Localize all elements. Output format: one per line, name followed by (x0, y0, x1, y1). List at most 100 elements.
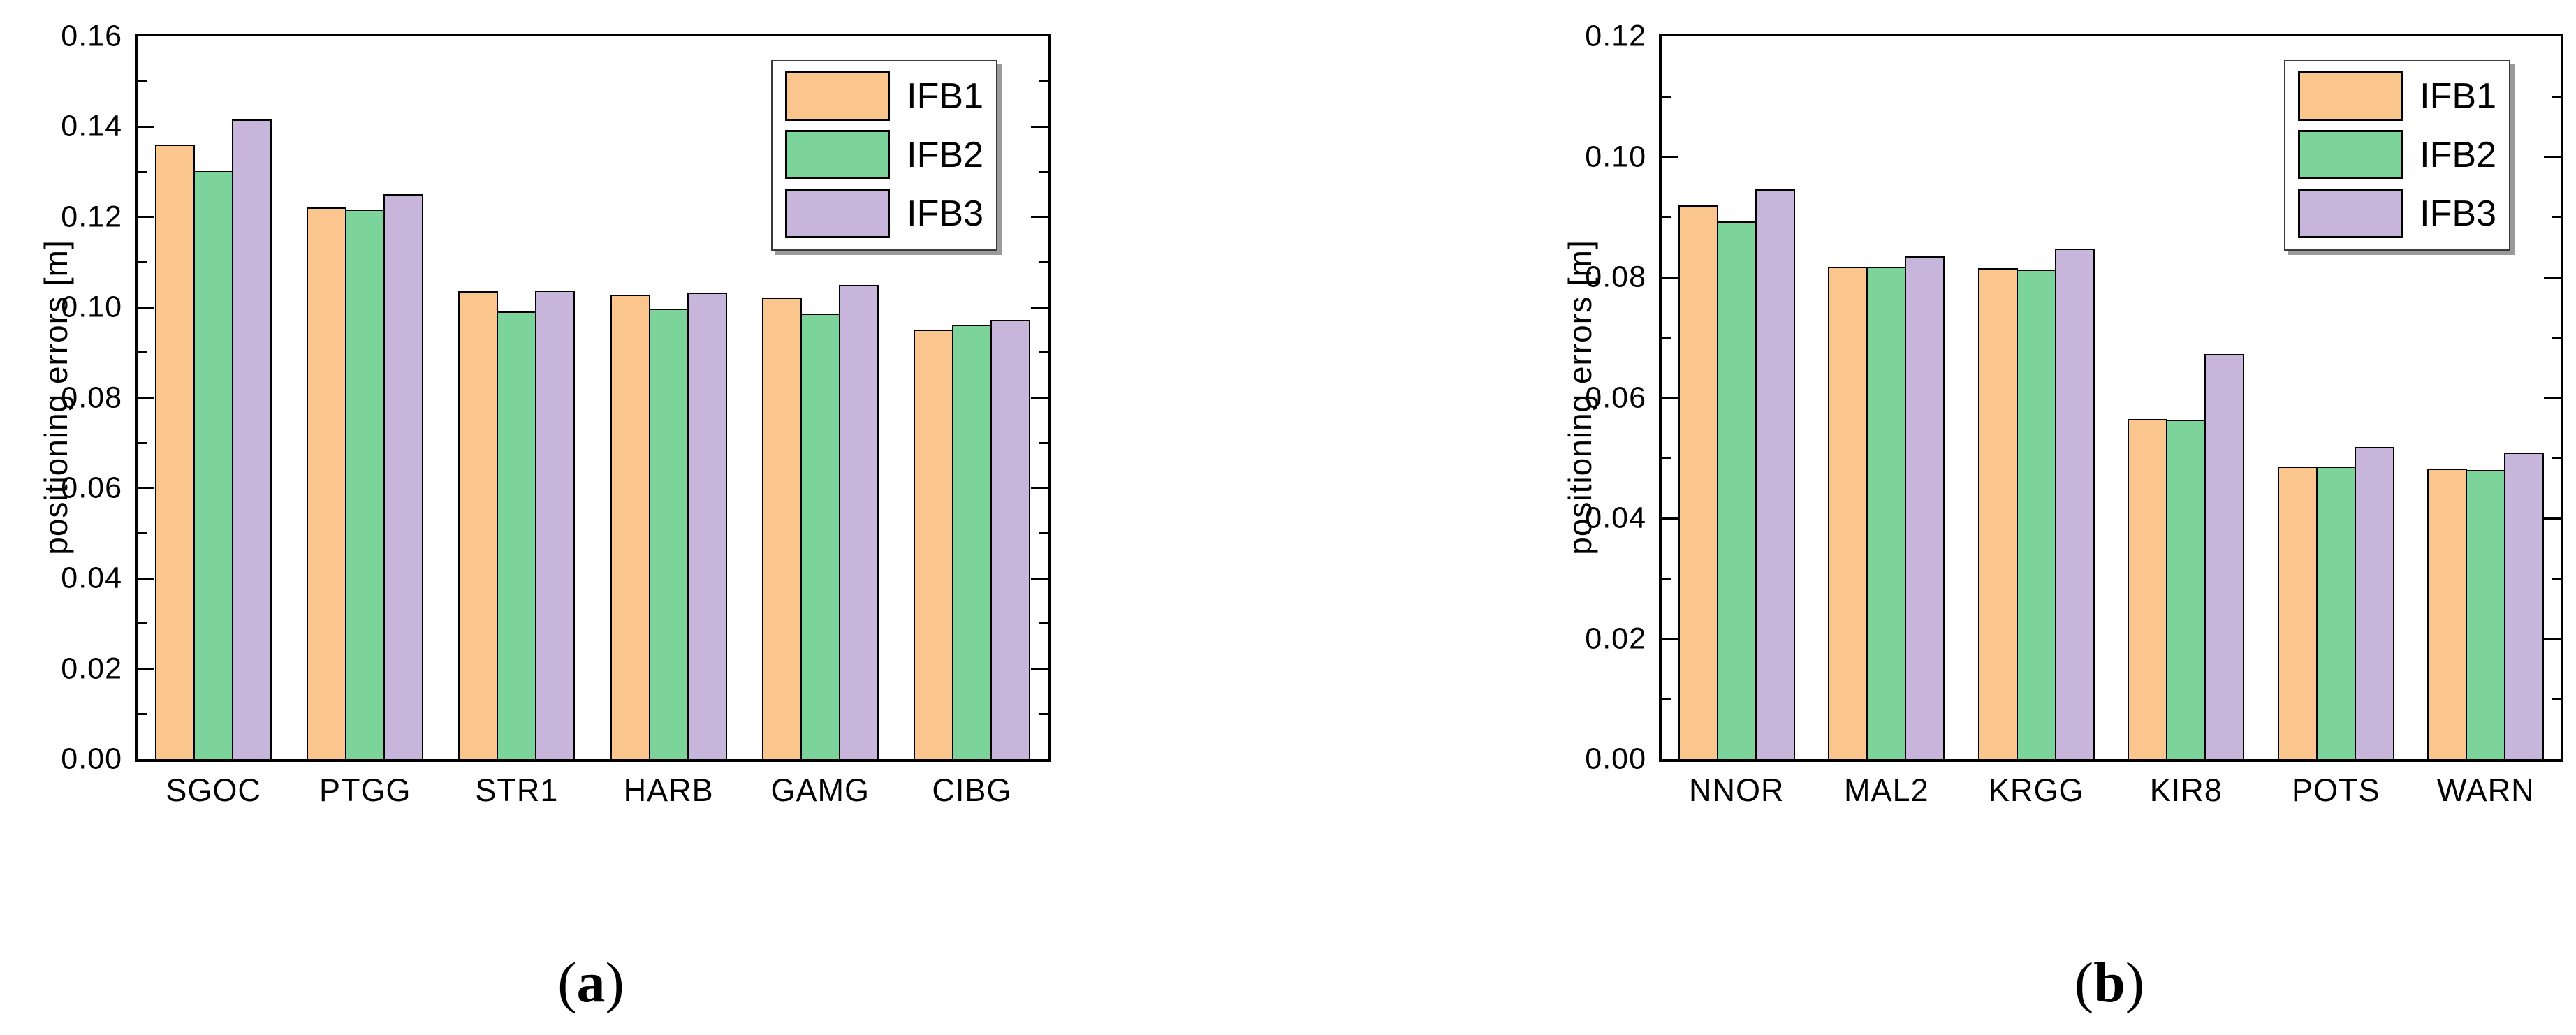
bar-ifb3-pots (2354, 447, 2394, 759)
minor-tick-right (1039, 712, 1048, 715)
plot-area-b: IFB1 IFB2 IFB3 (1659, 34, 2563, 762)
minor-tick-right (1039, 170, 1048, 173)
major-tick-right (2544, 638, 2561, 640)
x-category-label-str1: STR1 (475, 772, 559, 808)
major-tick-left (138, 125, 154, 128)
legend-entry-ifb3: IFB3 (785, 189, 983, 238)
minor-tick-left (138, 441, 147, 444)
minor-tick-right (2552, 336, 2561, 339)
bar-ifb1-mal2 (1828, 267, 1868, 759)
y-tick-label: 0.04 (1585, 501, 1646, 535)
minor-tick-right (1039, 532, 1048, 535)
minor-tick-left (138, 712, 147, 715)
x-category-label-harb: HARB (623, 772, 714, 808)
major-tick-right (1031, 306, 1048, 309)
bar-ifb2-harb (648, 309, 689, 759)
minor-tick-right (2552, 216, 2561, 219)
bar-ifb3-kir8 (2204, 354, 2245, 759)
legend-swatch-ifb1-icon (2298, 71, 2403, 121)
major-tick-right (1031, 487, 1048, 490)
minor-tick-left (1662, 457, 1671, 460)
legend-swatch-ifb3-icon (785, 189, 891, 238)
bar-ifb1-sgoc (155, 144, 196, 759)
y-tick-label: 0.00 (61, 742, 122, 776)
major-tick-left (138, 577, 154, 580)
bar-ifb2-cibg (951, 325, 992, 759)
major-tick-right (2544, 276, 2561, 279)
major-tick-right (1031, 125, 1048, 128)
legend-entry-ifb2: IFB2 (785, 130, 983, 179)
caption-paren: ) (605, 950, 624, 1014)
minor-tick-left (138, 260, 147, 263)
minor-tick-left (1662, 95, 1671, 98)
caption-letter: b (2093, 950, 2125, 1014)
bar-ifb2-ptgg (345, 210, 386, 759)
bar-ifb1-warn (2427, 469, 2468, 759)
caption-paren: ( (2074, 950, 2094, 1014)
x-category-label-warn: WARN (2436, 772, 2535, 808)
x-category-label-pots: POTS (2291, 772, 2380, 808)
bar-ifb2-str1 (497, 311, 537, 759)
caption-a: (a) (423, 950, 759, 1014)
x-category-label-krgg: KRGG (1988, 772, 2084, 808)
y-tick-label: 0.08 (61, 381, 122, 414)
x-category-label-ptgg: PTGG (319, 772, 411, 808)
minor-tick-left (1662, 577, 1671, 580)
bar-ifb1-cibg (913, 329, 953, 759)
minor-tick-right (2552, 698, 2561, 700)
major-tick-left (1662, 276, 1678, 279)
minor-tick-right (1039, 351, 1048, 354)
legend-label-ifb2: IFB2 (2420, 134, 2496, 175)
major-tick-left (138, 397, 154, 399)
legend-entry-ifb2: IFB2 (2298, 130, 2496, 179)
major-tick-left (1662, 638, 1678, 640)
bar-ifb2-nnor (1716, 221, 1757, 759)
legend-label-ifb2: IFB2 (907, 134, 983, 175)
bar-ifb1-str1 (458, 291, 499, 759)
bar-ifb2-pots (2315, 466, 2356, 759)
major-tick-left (1662, 397, 1678, 399)
minor-tick-right (1039, 80, 1048, 83)
major-tick-left (138, 216, 154, 219)
bar-ifb3-cibg (990, 319, 1030, 759)
bar-ifb1-ptgg (307, 207, 347, 759)
caption-paren: ( (557, 950, 577, 1014)
major-tick-right (2544, 517, 2561, 520)
y-tick-label: 0.12 (1585, 19, 1646, 53)
legend: IFB1 IFB2 IFB3 (771, 60, 997, 251)
minor-tick-right (2552, 457, 2561, 460)
legend-label-ifb3: IFB3 (2420, 193, 2496, 234)
y-tick-label: 0.08 (1585, 260, 1646, 294)
bar-ifb3-mal2 (1905, 256, 1945, 759)
bar-ifb3-krgg (2054, 248, 2095, 759)
major-tick-right (1031, 577, 1048, 580)
major-tick-left (1662, 517, 1678, 520)
major-tick-right (1031, 668, 1048, 670)
x-category-label-kir8: KIR8 (2149, 772, 2223, 808)
bar-ifb3-gamg (838, 285, 879, 759)
legend-label-ifb3: IFB3 (907, 193, 983, 234)
y-tick-label: 0.02 (1585, 622, 1646, 655)
minor-tick-left (138, 622, 147, 625)
bar-ifb1-kir8 (2128, 418, 2168, 759)
legend-swatch-ifb2-icon (2298, 130, 2403, 179)
caption-b: (b) (1942, 950, 2277, 1014)
major-tick-left (1662, 156, 1678, 158)
major-tick-right (1031, 216, 1048, 219)
major-tick-left (138, 306, 154, 309)
x-category-label-mal2: MAL2 (1843, 772, 1929, 808)
minor-tick-right (1039, 260, 1048, 263)
caption-letter: a (576, 950, 606, 1014)
bar-ifb1-harb (610, 295, 650, 759)
y-tick-label: 0.10 (61, 290, 122, 324)
major-tick-right (2544, 397, 2561, 399)
major-tick-right (1031, 397, 1048, 399)
minor-tick-right (1039, 441, 1048, 444)
y-tick-label: 0.04 (61, 561, 122, 595)
plot-area-a: IFB1 IFB2 IFB3 (135, 34, 1051, 762)
y-tick-label: 0.10 (1585, 140, 1646, 173)
major-tick-left (138, 487, 154, 490)
caption-paren: ) (2125, 950, 2145, 1014)
bar-ifb2-krgg (2016, 269, 2056, 759)
bar-ifb1-krgg (1977, 268, 2018, 759)
